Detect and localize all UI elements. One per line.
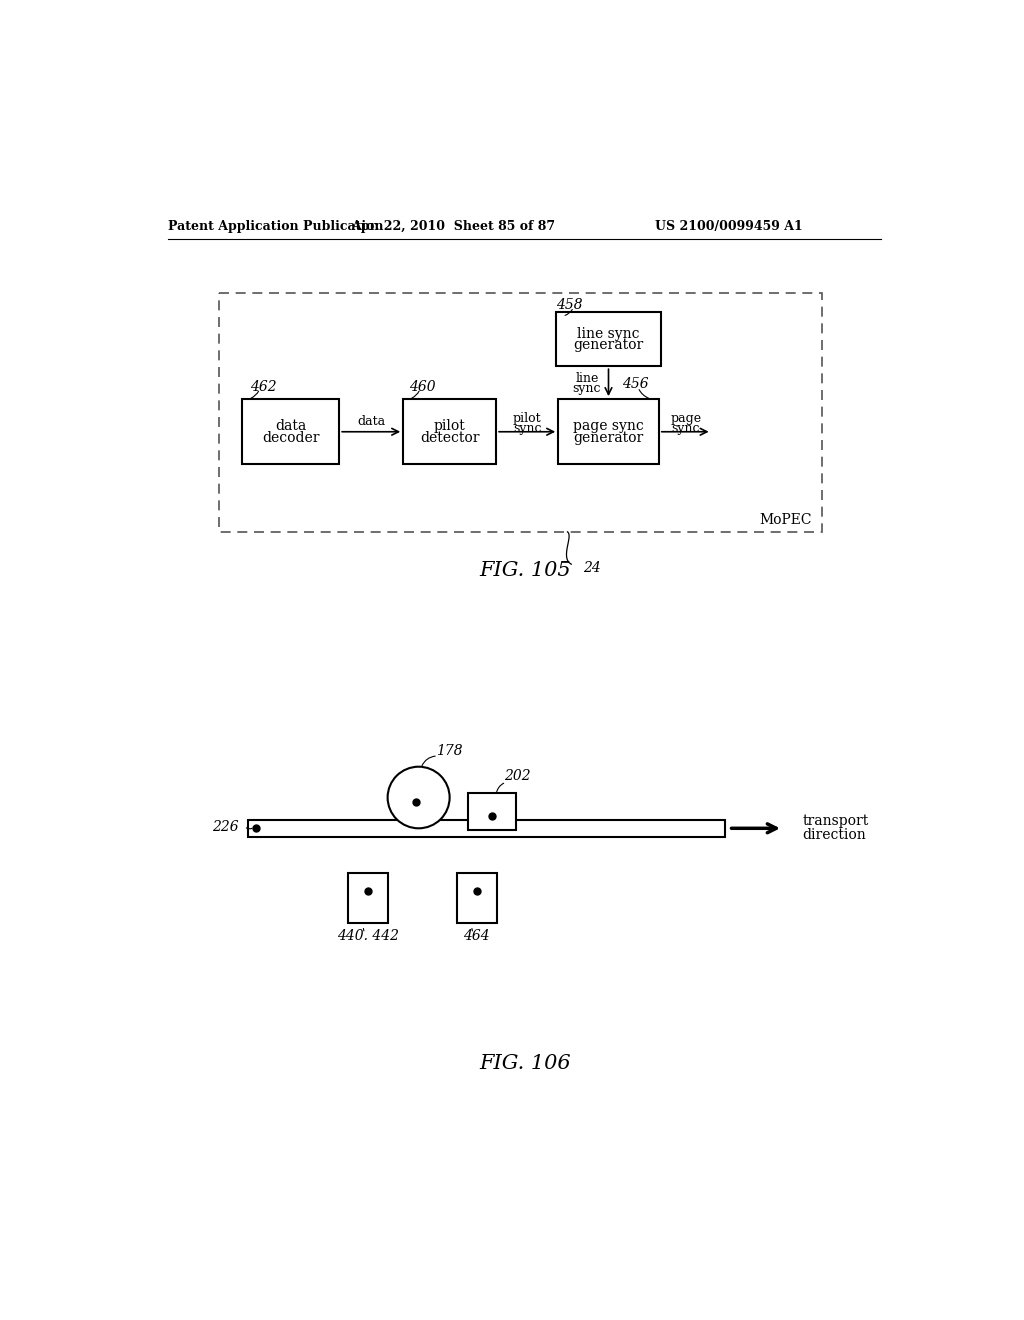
Bar [248, 820, 725, 837]
Text: transport: transport [802, 814, 868, 829]
Text: 178: 178 [435, 744, 462, 758]
Text: generator: generator [573, 430, 644, 445]
Text: MoPEC: MoPEC [759, 512, 811, 527]
Bar [348, 873, 388, 923]
Text: page sync: page sync [573, 418, 644, 433]
Text: US 2100/0099459 A1: US 2100/0099459 A1 [655, 219, 803, 232]
Text: generator: generator [573, 338, 644, 352]
Text: Patent Application Publication: Patent Application Publication [168, 219, 384, 232]
Text: direction: direction [802, 828, 866, 842]
Text: FIG. 105: FIG. 105 [479, 561, 570, 579]
Text: FIG. 106: FIG. 106 [479, 1053, 570, 1073]
Text: pilot: pilot [513, 412, 542, 425]
Bar [558, 399, 658, 465]
Bar [468, 793, 516, 830]
Text: line sync: line sync [578, 326, 640, 341]
Text: detector: detector [420, 430, 479, 445]
Text: data: data [357, 416, 385, 428]
Bar [243, 399, 339, 465]
Text: decoder: decoder [262, 430, 319, 445]
Text: line: line [575, 371, 598, 384]
Bar [403, 399, 496, 465]
Text: 202: 202 [504, 770, 530, 783]
Bar [556, 313, 660, 367]
Text: 460: 460 [410, 380, 436, 395]
Text: 226: 226 [212, 820, 239, 834]
Text: sync: sync [513, 422, 542, 436]
Text: 24: 24 [583, 561, 601, 576]
Text: 462: 462 [251, 380, 278, 395]
Text: pilot: pilot [434, 418, 466, 433]
Bar [457, 873, 497, 923]
Text: page: page [671, 412, 701, 425]
Bar [219, 293, 822, 532]
Text: sync: sync [572, 383, 601, 395]
Circle shape [388, 767, 450, 829]
Text: sync: sync [672, 422, 700, 436]
Text: 458: 458 [556, 298, 583, 312]
Text: 464: 464 [464, 929, 490, 944]
Text: data: data [275, 418, 306, 433]
Text: 440. 442: 440. 442 [337, 929, 399, 944]
Text: Apr. 22, 2010  Sheet 85 of 87: Apr. 22, 2010 Sheet 85 of 87 [351, 219, 556, 232]
Text: 456: 456 [623, 378, 649, 391]
